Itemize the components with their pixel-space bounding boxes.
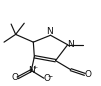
Text: O: O [11, 73, 18, 82]
Text: N: N [67, 40, 74, 49]
Text: O: O [43, 74, 50, 83]
Text: N: N [47, 27, 53, 36]
Text: O: O [84, 70, 91, 79]
Text: +: + [32, 65, 37, 70]
Text: N: N [28, 66, 35, 75]
Text: −: − [48, 73, 53, 78]
